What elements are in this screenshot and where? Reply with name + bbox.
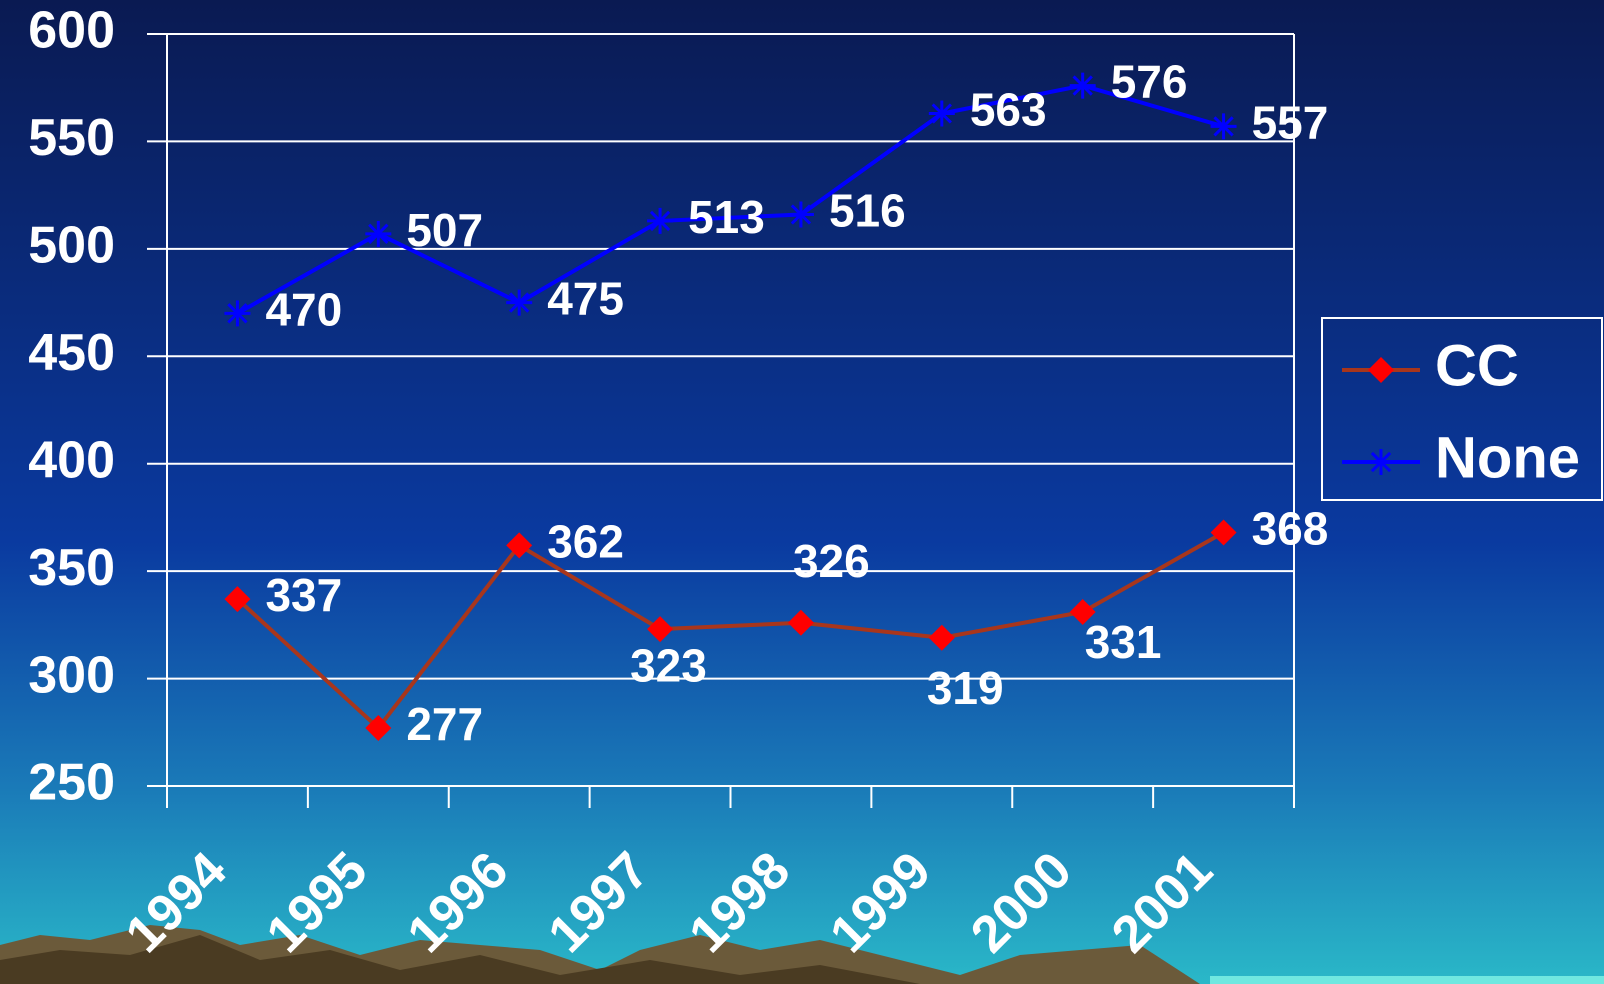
y-tick-label: 450 xyxy=(28,324,115,382)
y-tick-label: 550 xyxy=(28,109,115,167)
data-label: 323 xyxy=(630,639,707,691)
data-label: 368 xyxy=(1252,503,1329,555)
marker xyxy=(1070,73,1096,99)
y-tick-label: 300 xyxy=(28,646,115,704)
y-tick-label: 400 xyxy=(28,431,115,489)
y-tick-label: 500 xyxy=(28,217,115,275)
data-label: 513 xyxy=(688,191,765,243)
data-label: 557 xyxy=(1252,97,1329,149)
data-label: 507 xyxy=(406,204,483,256)
data-label: 277 xyxy=(406,698,483,750)
legend-marker xyxy=(1368,449,1394,475)
marker xyxy=(1211,113,1237,139)
background xyxy=(0,0,1604,984)
chart: 2503003504004505005506001994199519961997… xyxy=(0,0,1604,984)
data-label: 475 xyxy=(547,273,624,325)
data-label: 326 xyxy=(793,535,870,587)
legend-label: None xyxy=(1435,425,1580,490)
y-tick-label: 250 xyxy=(28,754,115,812)
y-tick-label: 600 xyxy=(28,2,115,60)
data-label: 362 xyxy=(547,516,624,568)
data-label: 337 xyxy=(265,569,342,621)
data-label: 563 xyxy=(970,84,1047,136)
legend-label: CC xyxy=(1435,333,1519,398)
y-tick-label: 350 xyxy=(28,539,115,597)
data-label: 331 xyxy=(1085,616,1162,668)
marker xyxy=(929,100,955,126)
data-label: 516 xyxy=(829,185,906,237)
data-label: 470 xyxy=(265,283,342,335)
page: {"chart_data": {"type": "line", "categor… xyxy=(0,0,1604,984)
data-label: 576 xyxy=(1111,56,1188,108)
data-label: 319 xyxy=(927,662,1004,714)
